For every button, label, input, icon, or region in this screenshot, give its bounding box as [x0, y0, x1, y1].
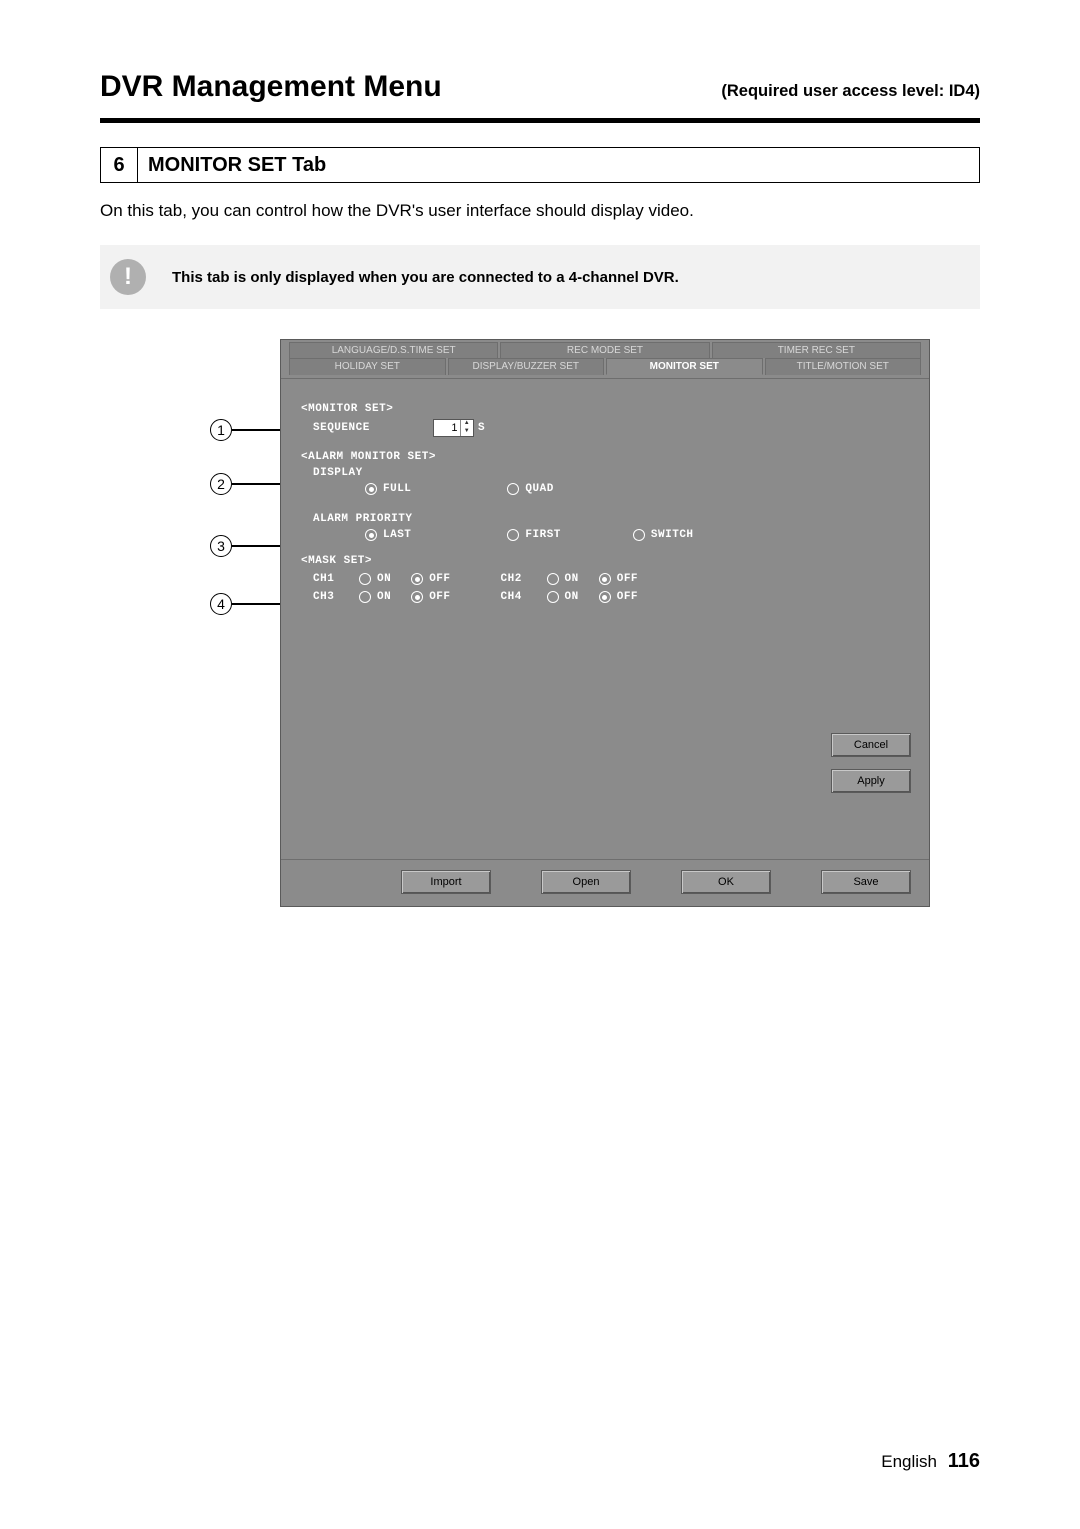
apply-button[interactable]: Apply	[831, 769, 911, 793]
section-title: MONITOR SET Tab	[138, 148, 979, 182]
sequence-label: SEQUENCE	[313, 422, 433, 434]
priority-switch-label: SWITCH	[651, 529, 694, 541]
display-quad-radio[interactable]: QUAD	[507, 483, 553, 495]
panel-body: <MONITOR SET> SEQUENCE 1 ▲▼ S <ALARM MON…	[281, 379, 929, 859]
page-footer: English 116	[881, 1450, 980, 1473]
callout-4-num: 4	[210, 593, 232, 615]
tab-display[interactable]: DISPLAY/BUZZER SET	[448, 358, 605, 375]
ch3-label: CH3	[313, 591, 359, 603]
ch4-on-radio[interactable]: ON	[547, 591, 579, 603]
callout-2-num: 2	[210, 473, 232, 495]
ch1-label: CH1	[313, 573, 359, 585]
display-full-label: FULL	[383, 483, 411, 495]
tab-recmode[interactable]: REC MODE SET	[500, 342, 709, 358]
ch1-off-label: OFF	[429, 573, 450, 585]
tab-bar: LANGUAGE/D.S.TIME SET REC MODE SET TIMER…	[281, 340, 929, 379]
ch3-on-radio[interactable]: ON	[359, 591, 391, 603]
ok-button[interactable]: OK	[681, 870, 771, 894]
note-text: This tab is only displayed when you are …	[172, 269, 679, 286]
screenshot-figure: 1 2 3 4 LANGUAGE/D.S.TIME SET REC MODE S…	[210, 339, 930, 907]
ch4-label: CH4	[501, 591, 547, 603]
tab-title[interactable]: TITLE/MOTION SET	[765, 358, 922, 375]
ch4-off-label: OFF	[617, 591, 638, 603]
callout-3-num: 3	[210, 535, 232, 557]
footer-lang: English	[881, 1452, 937, 1471]
ch1-on-radio[interactable]: ON	[359, 573, 391, 585]
tab-language[interactable]: LANGUAGE/D.S.TIME SET	[289, 342, 498, 358]
tab-timer[interactable]: TIMER REC SET	[712, 342, 921, 358]
ch2-on-radio[interactable]: ON	[547, 573, 579, 585]
info-icon: !	[110, 259, 146, 295]
mask-set-heading: <MASK SET>	[301, 555, 909, 567]
priority-first-radio[interactable]: FIRST	[507, 529, 561, 541]
import-button[interactable]: Import	[401, 870, 491, 894]
spinner-arrows[interactable]: ▲▼	[460, 420, 473, 436]
access-level: (Required user access level: ID4)	[721, 82, 980, 101]
priority-last-label: LAST	[383, 529, 411, 541]
priority-last-radio[interactable]: LAST	[365, 529, 411, 541]
bottom-button-bar: Import Open OK Save	[281, 859, 929, 906]
ch2-label: CH2	[501, 573, 547, 585]
sequence-spinner[interactable]: 1 ▲▼	[433, 419, 474, 437]
alarm-set-heading: <ALARM MONITOR SET>	[301, 451, 909, 463]
section-heading: 6 MONITOR SET Tab	[100, 147, 980, 183]
section-number: 6	[101, 148, 138, 182]
monitor-set-heading: <MONITOR SET>	[301, 403, 909, 415]
display-full-radio[interactable]: FULL	[365, 483, 411, 495]
priority-first-label: FIRST	[525, 529, 561, 541]
footer-page: 116	[948, 1450, 980, 1472]
save-button[interactable]: Save	[821, 870, 911, 894]
sequence-value: 1	[434, 422, 460, 434]
header-rule	[100, 118, 980, 123]
ch1-off-radio[interactable]: OFF	[411, 573, 450, 585]
tab-holiday[interactable]: HOLIDAY SET	[289, 358, 446, 375]
priority-switch-radio[interactable]: SWITCH	[633, 529, 694, 541]
display-quad-label: QUAD	[525, 483, 553, 495]
dvr-panel: LANGUAGE/D.S.TIME SET REC MODE SET TIMER…	[280, 339, 930, 907]
tab-monitor[interactable]: MONITOR SET	[606, 358, 763, 375]
note: ! This tab is only displayed when you ar…	[100, 245, 980, 309]
ch2-off-radio[interactable]: OFF	[599, 573, 638, 585]
cancel-button[interactable]: Cancel	[831, 733, 911, 757]
callout-1-num: 1	[210, 419, 232, 441]
ch1-on-label: ON	[377, 573, 391, 585]
priority-label: ALARM PRIORITY	[313, 513, 412, 525]
ch4-on-label: ON	[565, 591, 579, 603]
intro-text: On this tab, you can control how the DVR…	[100, 201, 980, 221]
display-label: DISPLAY	[313, 467, 433, 479]
ch3-off-label: OFF	[429, 591, 450, 603]
sequence-unit: S	[478, 422, 485, 434]
ch3-off-radio[interactable]: OFF	[411, 591, 450, 603]
ch4-off-radio[interactable]: OFF	[599, 591, 638, 603]
ch2-on-label: ON	[565, 573, 579, 585]
ch3-on-label: ON	[377, 591, 391, 603]
page-title: DVR Management Menu	[100, 70, 442, 104]
open-button[interactable]: Open	[541, 870, 631, 894]
ch2-off-label: OFF	[617, 573, 638, 585]
